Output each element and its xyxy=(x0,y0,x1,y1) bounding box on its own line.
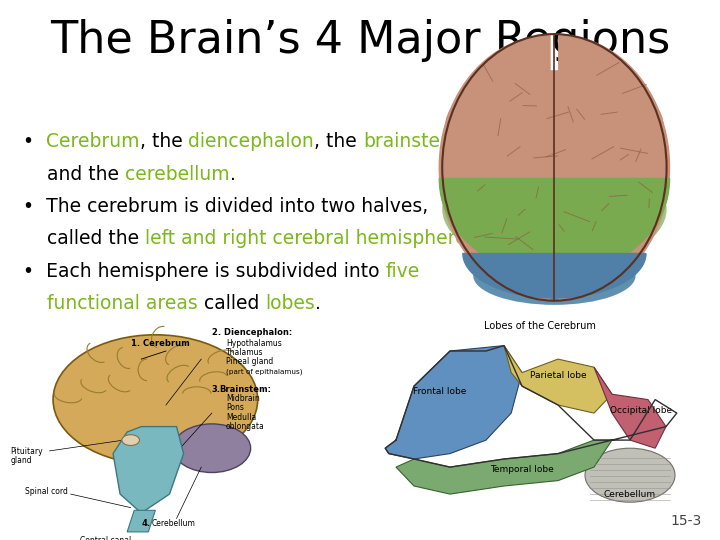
Ellipse shape xyxy=(585,448,675,502)
Text: •  The cerebrum is divided into two halves,: • The cerebrum is divided into two halve… xyxy=(23,197,428,216)
Polygon shape xyxy=(559,36,670,299)
Text: Pons: Pons xyxy=(226,403,244,413)
Text: 4.: 4. xyxy=(141,519,150,529)
Text: The Brain’s 4 Major Regions: The Brain’s 4 Major Regions xyxy=(50,19,670,62)
Polygon shape xyxy=(127,510,156,532)
Text: and the: and the xyxy=(23,165,125,184)
Text: .: . xyxy=(230,165,235,184)
Polygon shape xyxy=(439,36,550,299)
Text: , the: , the xyxy=(140,132,189,151)
Text: Spinal cord: Spinal cord xyxy=(24,487,68,496)
Text: called: called xyxy=(198,294,265,313)
Text: Occipital lobe: Occipital lobe xyxy=(610,406,672,415)
Text: ,: , xyxy=(459,132,464,151)
Text: Cerebellum: Cerebellum xyxy=(604,490,656,499)
Text: five: five xyxy=(385,262,420,281)
Text: Temporal lobe: Temporal lobe xyxy=(490,465,554,475)
Text: , the: , the xyxy=(314,132,363,151)
Text: oblongata: oblongata xyxy=(226,422,265,431)
Text: Cerebellum: Cerebellum xyxy=(152,519,196,529)
Ellipse shape xyxy=(445,70,664,181)
Ellipse shape xyxy=(122,435,140,446)
Text: 15-3: 15-3 xyxy=(671,514,702,528)
Text: brainstem: brainstem xyxy=(363,132,459,151)
Text: Thalamus: Thalamus xyxy=(226,348,264,357)
Ellipse shape xyxy=(440,116,669,261)
Polygon shape xyxy=(463,253,646,298)
Text: diencephalon: diencephalon xyxy=(189,132,314,151)
Text: Hypothalamus: Hypothalamus xyxy=(226,339,282,348)
Ellipse shape xyxy=(442,150,667,268)
Text: 1. Cerebrum: 1. Cerebrum xyxy=(131,339,189,348)
Text: Pituitary: Pituitary xyxy=(11,447,43,456)
Text: cerebellum: cerebellum xyxy=(125,165,230,184)
Text: Brainstem:: Brainstem: xyxy=(219,384,271,394)
Text: Parietal lobe: Parietal lobe xyxy=(530,371,586,380)
Text: •: • xyxy=(23,132,46,151)
Text: 2. Diencephalon:: 2. Diencephalon: xyxy=(212,328,292,337)
Text: •  Each hemisphere is subdivided into: • Each hemisphere is subdivided into xyxy=(23,262,385,281)
Polygon shape xyxy=(113,427,184,513)
Text: Lobes of the Cerebrum: Lobes of the Cerebrum xyxy=(484,321,596,332)
Ellipse shape xyxy=(53,335,258,464)
Text: Central canal: Central canal xyxy=(81,536,132,540)
Text: left and right cerebral hemispheres: left and right cerebral hemispheres xyxy=(145,230,477,248)
Text: Midbrain: Midbrain xyxy=(226,394,260,403)
Text: .: . xyxy=(315,294,321,313)
Text: called the: called the xyxy=(23,230,145,248)
Text: (part of epithalamus): (part of epithalamus) xyxy=(226,369,302,375)
Ellipse shape xyxy=(445,76,552,204)
Polygon shape xyxy=(396,440,612,494)
Text: gland: gland xyxy=(11,456,32,465)
Text: .: . xyxy=(477,230,482,248)
Ellipse shape xyxy=(173,424,251,472)
Text: 3.: 3. xyxy=(212,384,221,394)
Text: Medulla: Medulla xyxy=(226,413,256,422)
Polygon shape xyxy=(439,179,670,276)
Polygon shape xyxy=(385,346,522,459)
Text: functional areas: functional areas xyxy=(47,294,198,313)
Polygon shape xyxy=(504,346,612,413)
Polygon shape xyxy=(594,367,666,448)
Ellipse shape xyxy=(444,77,665,216)
Text: Frontal lobe: Frontal lobe xyxy=(413,387,466,396)
Text: lobes: lobes xyxy=(265,294,315,313)
Ellipse shape xyxy=(557,76,664,204)
Text: Pineal gland: Pineal gland xyxy=(226,357,273,367)
Ellipse shape xyxy=(473,247,636,305)
Text: Cerebrum: Cerebrum xyxy=(46,132,140,151)
